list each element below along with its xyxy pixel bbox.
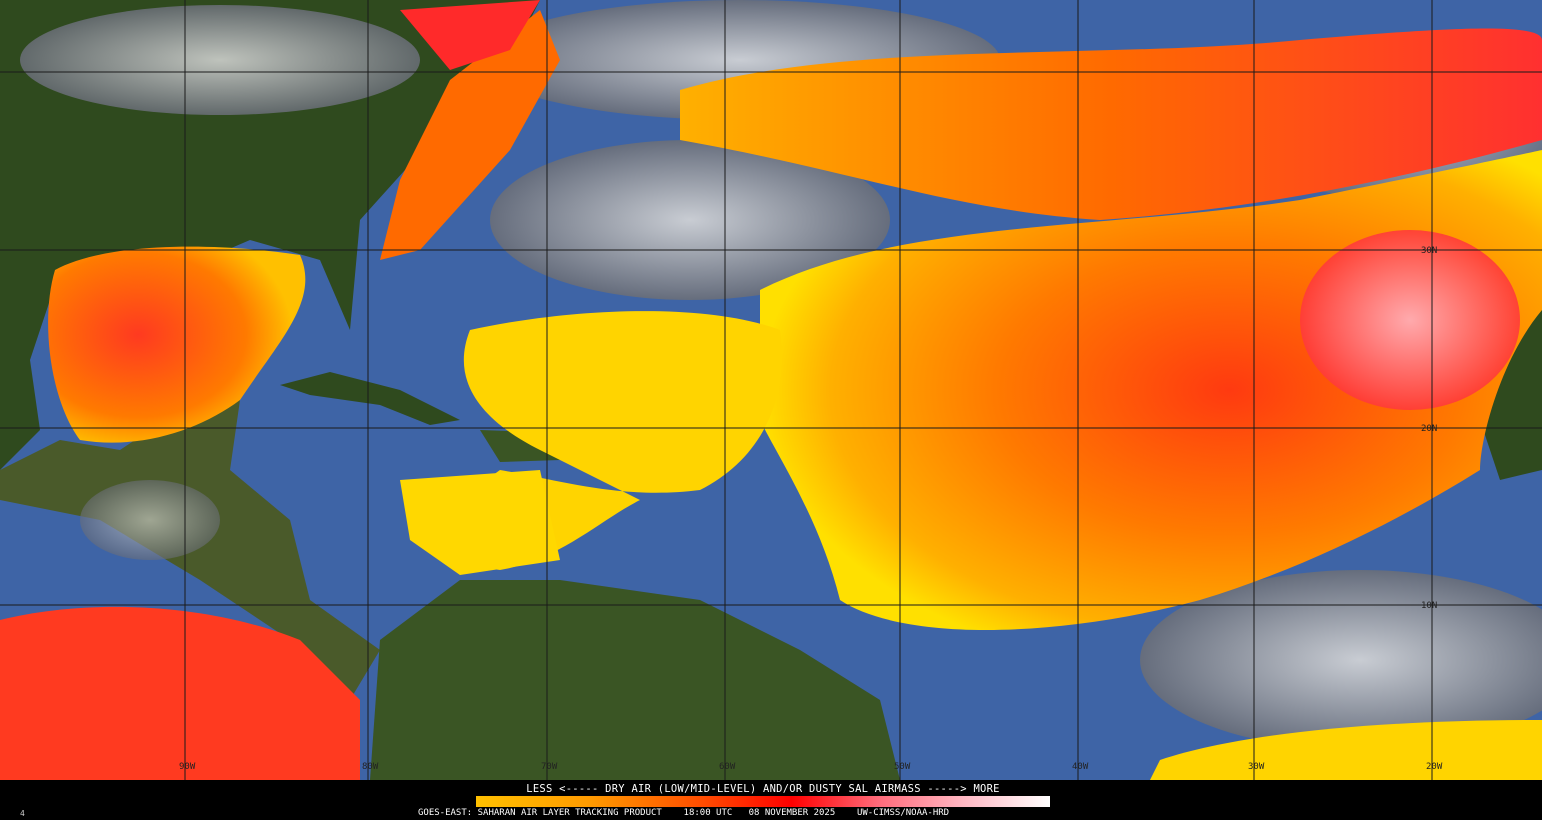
product-date: 08 NOVEMBER 2025	[748, 808, 836, 818]
africa-land	[1480, 300, 1542, 480]
legend-title: LESS <----- DRY AIR (LOW/MID-LEVEL) AND/…	[526, 782, 1000, 795]
legend-color-bar	[476, 796, 1050, 807]
north-america-land	[0, 0, 540, 470]
latitude-label: 20N	[1421, 424, 1437, 434]
longitude-label: 90W	[179, 762, 196, 772]
legend-footer: LESS <----- DRY AIR (LOW/MID-LEVEL) AND/…	[0, 780, 1542, 820]
cloud-region	[490, 140, 890, 300]
sal-plume-gulf	[48, 246, 306, 443]
longitude-label: 80W	[362, 762, 379, 772]
satellite-map: 90W 80W 70W 60W 50W 40W 30W 20W 30N 20N 10N	[0, 0, 1542, 780]
cloud-region	[80, 480, 220, 560]
cloud-region	[20, 5, 420, 115]
cloud-region	[1140, 570, 1542, 750]
longitude-label: 40W	[1072, 762, 1089, 772]
latitude-label: 30N	[1421, 246, 1437, 256]
longitude-label: 60W	[719, 762, 736, 772]
product-time: 18:00 UTC	[683, 808, 733, 818]
lat-lon-grid	[0, 0, 1542, 780]
sal-plume-caribbean	[400, 470, 560, 575]
frame-number: 4	[20, 809, 25, 818]
longitude-label: 50W	[894, 762, 911, 772]
sal-plume-north	[680, 28, 1542, 220]
latitude-label: 10N	[1421, 601, 1437, 611]
product-credit: UW-CIMSS/NOAA-HRD	[856, 808, 950, 818]
sal-plume-south	[1150, 720, 1542, 780]
product-name: GOES-EAST: SAHARAN AIR LAYER TRACKING PR…	[418, 808, 662, 818]
sal-plume-east-coast	[400, 0, 540, 70]
product-info: GOES-EAST: SAHARAN AIR LAYER TRACKING PR…	[418, 808, 949, 818]
sal-plume-core	[1300, 230, 1520, 410]
longitude-label: 30W	[1248, 762, 1265, 772]
south-america-land	[370, 580, 900, 780]
cuba-land	[280, 372, 460, 425]
sal-plume-pacific	[0, 606, 360, 780]
longitude-label: 70W	[541, 762, 558, 772]
longitude-label: 20W	[1426, 762, 1443, 772]
